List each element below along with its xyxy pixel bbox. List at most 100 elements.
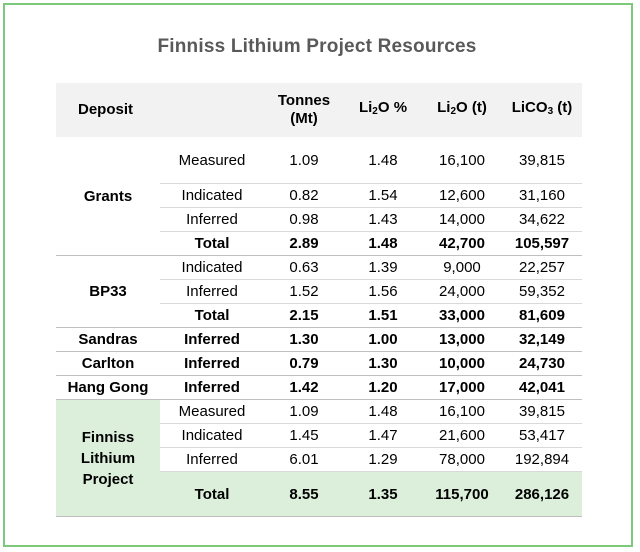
tonnes-cell: 0.79 <box>264 351 344 376</box>
pct-cell: 1.39 <box>344 255 422 280</box>
li2o-cell: 16,100 <box>422 137 502 184</box>
class-cell: Inferred <box>160 375 264 400</box>
table-row-total: Total 8.55 1.35 115,700 286,126 <box>56 471 582 517</box>
table-row: BP33 Indicated 0.63 1.39 9,000 22,257 <box>56 255 582 328</box>
lico3-cell: 81,609 <box>502 303 582 328</box>
li2o-cell: 33,000 <box>422 303 502 328</box>
tonnes-cell: 0.63 <box>264 255 344 280</box>
header-class <box>160 83 264 137</box>
tonnes-cell: 1.45 <box>264 423 344 448</box>
class-cell: Indicated <box>160 183 264 208</box>
lico3-cell: 192,894 <box>502 447 582 472</box>
lico3-cell: 39,815 <box>502 137 582 184</box>
pct-cell: 1.47 <box>344 423 422 448</box>
project-name-line2: Lithium <box>80 449 136 467</box>
header-lico3-pre: LiCO <box>511 99 548 116</box>
lico3-cell: 286,126 <box>502 471 582 517</box>
lico3-cell: 105,597 <box>502 231 582 256</box>
deposit-finniss-project: Finniss Lithium Project <box>56 399 160 517</box>
pct-cell: 1.54 <box>344 183 422 208</box>
class-cell: Inferred <box>160 279 264 304</box>
pct-cell: 1.00 <box>344 327 422 352</box>
pct-cell: 1.30 <box>344 351 422 376</box>
class-cell: Indicated <box>160 255 264 280</box>
resources-table: Deposit Tonnes (Mt) Li2O % Li2O (t) LiCO3… <box>56 83 582 517</box>
tonnes-cell: 1.09 <box>264 137 344 184</box>
header-row: Deposit Tonnes (Mt) Li2O % Li2O (t) LiCO3… <box>56 83 582 137</box>
class-cell: Measured <box>160 137 264 184</box>
li2o-cell: 13,000 <box>422 327 502 352</box>
header-li2o-pct-pre: Li <box>358 99 373 116</box>
table-row: Carlton Inferred 0.79 1.30 10,000 24,730 <box>56 351 582 376</box>
li2o-cell: 24,000 <box>422 279 502 304</box>
header-deposit: Deposit <box>78 101 134 118</box>
header-lico3-t: LiCO3 (t) <box>502 83 582 137</box>
header-tonnes-line1: Tonnes <box>277 92 331 109</box>
lico3-cell: 42,041 <box>502 375 582 400</box>
tonnes-cell: 2.89 <box>264 231 344 256</box>
table-row: Inferred 1.52 1.56 24,000 59,352 <box>56 279 582 304</box>
lico3-cell: 32,149 <box>502 327 582 352</box>
tonnes-cell: 1.52 <box>264 279 344 304</box>
pct-cell: 1.29 <box>344 447 422 472</box>
class-cell: Total <box>160 303 264 328</box>
table-row-total: Total 2.15 1.51 33,000 81,609 <box>56 303 582 328</box>
page-title: Finniss Lithium Project Resources <box>157 36 477 57</box>
table-row: Inferred 6.01 1.29 78,000 192,894 <box>56 447 582 472</box>
li2o-cell: 17,000 <box>422 375 502 400</box>
table-row: Indicated 0.82 1.54 12,600 31,160 <box>56 183 582 208</box>
header-li2o-pct-post: O % <box>377 99 408 116</box>
header-li2o-t: Li2O (t) <box>422 83 502 137</box>
tonnes-cell: 1.42 <box>264 375 344 400</box>
header-tonnes: Tonnes (Mt) <box>264 83 344 137</box>
li2o-cell: 12,600 <box>422 183 502 208</box>
li2o-cell: 14,000 <box>422 207 502 232</box>
pct-cell: 1.48 <box>344 231 422 256</box>
deposit-hang-gong: Hang Gong <box>56 375 160 400</box>
header-li2o-pct-sub: 2 <box>372 106 378 117</box>
pct-cell: 1.48 <box>344 399 422 424</box>
header-lico3-sub: 3 <box>547 106 554 117</box>
table-row: Finniss Lithium Project Measured 1.09 1.… <box>56 399 582 517</box>
class-cell: Total <box>160 231 264 256</box>
pct-cell: 1.35 <box>344 471 422 517</box>
class-cell: Measured <box>160 399 264 424</box>
deposit-carlton: Carlton <box>56 351 160 376</box>
project-name-line3: Project <box>82 470 134 488</box>
li2o-cell: 78,000 <box>422 447 502 472</box>
tonnes-cell: 1.09 <box>264 399 344 424</box>
table-row: Grants Measured 1.09 1.48 16,100 39,815 <box>56 137 582 256</box>
tonnes-cell: 0.98 <box>264 207 344 232</box>
lico3-cell: 39,815 <box>502 399 582 424</box>
header-li2o-pct: Li2O % <box>344 83 422 137</box>
table-row-total: Total 2.89 1.48 42,700 105,597 <box>56 231 582 256</box>
deposit-bp33: BP33 <box>56 255 160 328</box>
header-lico3-post: (t) <box>553 99 573 116</box>
li2o-cell: 115,700 <box>422 471 502 517</box>
deposit-grants: Grants <box>56 137 160 256</box>
class-cell: Inferred <box>160 327 264 352</box>
project-name-line1: Finniss <box>81 428 135 446</box>
pct-cell: 1.43 <box>344 207 422 232</box>
table-row: Hang Gong Inferred 1.42 1.20 17,000 42,0… <box>56 375 582 400</box>
lico3-cell: 53,417 <box>502 423 582 448</box>
lico3-cell: 31,160 <box>502 183 582 208</box>
class-cell: Inferred <box>160 207 264 232</box>
header-li2o-t-sub: 2 <box>450 106 457 117</box>
header-tonnes-line2: (Mt) <box>290 110 318 127</box>
class-cell: Inferred <box>160 447 264 472</box>
tonnes-cell: 0.82 <box>264 183 344 208</box>
tonnes-cell: 2.15 <box>264 303 344 328</box>
pct-cell: 1.20 <box>344 375 422 400</box>
class-cell: Total <box>160 471 264 517</box>
li2o-cell: 16,100 <box>422 399 502 424</box>
pct-cell: 1.51 <box>344 303 422 328</box>
tonnes-cell: 1.30 <box>264 327 344 352</box>
table-row: Sandras Inferred 1.30 1.00 13,000 32,149 <box>56 327 582 352</box>
table-row: Inferred 0.98 1.43 14,000 34,622 <box>56 207 582 232</box>
pct-cell: 1.56 <box>344 279 422 304</box>
header-li2o-t-post: O (t) <box>456 99 487 116</box>
deposit-sandras: Sandras <box>56 327 160 352</box>
lico3-cell: 24,730 <box>502 351 582 376</box>
li2o-cell: 10,000 <box>422 351 502 376</box>
